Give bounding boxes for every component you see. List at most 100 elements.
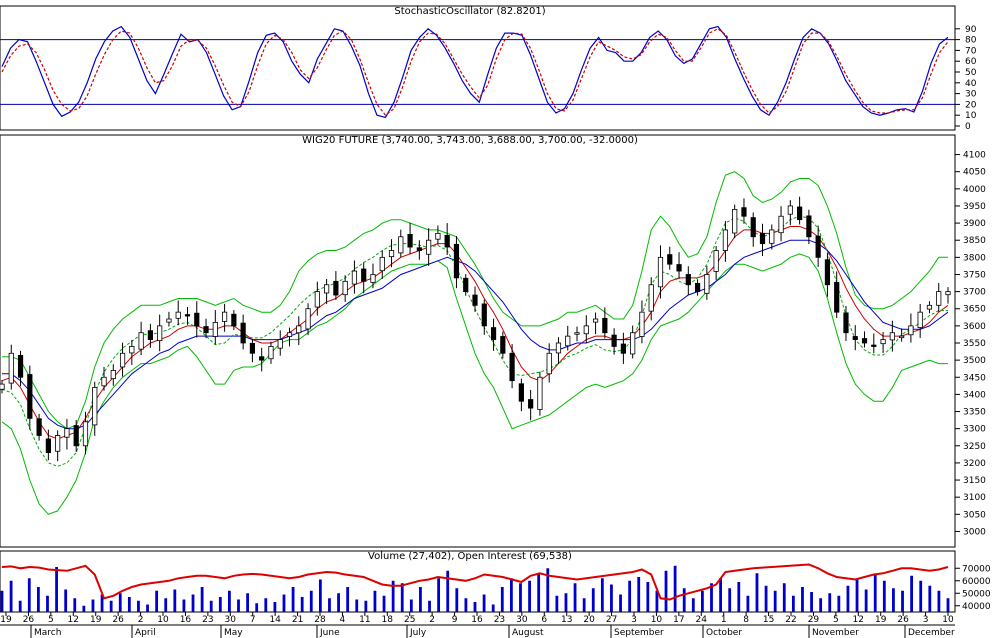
x-day-label: 24: [696, 615, 708, 625]
volume-bar: [100, 594, 104, 612]
volume-bar: [164, 598, 168, 612]
price-y-tick-label: 3850: [963, 236, 986, 246]
stochastic-y-tick-label: 50: [965, 68, 977, 78]
x-day-label: 16: [471, 615, 483, 625]
stochastic-y-tick-label: 60: [965, 57, 977, 67]
volume-bar: [537, 573, 541, 612]
volume-bar: [546, 568, 550, 612]
x-month-label: August: [512, 628, 544, 638]
volume-bar: [9, 580, 13, 612]
x-day-label: 3: [923, 615, 929, 625]
stochastic-line-k: [1, 25, 949, 119]
stochastic-y-tick-label: 10: [965, 111, 977, 121]
volume-bar: [200, 587, 204, 612]
volume-bar: [819, 598, 823, 612]
volume-bar: [500, 587, 504, 612]
candle-body: [815, 235, 821, 258]
candle-body: [55, 435, 61, 452]
volume-bar: [528, 580, 531, 612]
x-month-label: June: [319, 628, 340, 638]
price-y-tick-label: 3350: [963, 408, 986, 418]
volume-bar: [118, 593, 122, 612]
candle-body: [314, 291, 320, 308]
volume-bar: [919, 580, 923, 612]
volume-bar: [255, 603, 259, 612]
volume-bar: [637, 577, 641, 612]
x-day-label: 23: [202, 615, 213, 625]
candle-body: [463, 277, 469, 293]
candle-body: [351, 270, 358, 285]
candle-body: [8, 352, 14, 384]
candle-body: [175, 311, 181, 319]
volume-bar: [755, 573, 759, 612]
candle-body: [36, 418, 42, 436]
candle-body: [379, 256, 385, 272]
candle-body: [750, 217, 756, 238]
candle-body: [249, 342, 256, 354]
volume-bar: [728, 588, 732, 612]
x-day-label: 12: [853, 615, 864, 625]
x-day-label: 23: [494, 615, 505, 625]
volume-bar: [291, 587, 295, 612]
candle-body: [667, 254, 673, 265]
candle-body: [27, 374, 33, 419]
candle-body: [537, 376, 543, 410]
price-y-tick-label: 3950: [963, 202, 986, 212]
price-y-tick-label: 3450: [963, 373, 986, 383]
price-y-tick-label: 3250: [963, 442, 986, 452]
volume-bar: [246, 593, 249, 612]
candle-body: [787, 205, 793, 215]
open-interest-line: [1, 563, 949, 601]
candle-body: [574, 332, 580, 335]
x-day-label: 25: [404, 615, 415, 625]
volume-bar: [137, 600, 140, 612]
candle-body: [407, 233, 413, 248]
price-y-tick-label: 3600: [963, 322, 986, 332]
x-day-label: 8: [743, 615, 749, 625]
stochastic-y-tick-label: 40: [965, 79, 977, 89]
volume-bar: [591, 588, 595, 612]
x-day-label: 28: [314, 615, 326, 625]
volume-bar: [564, 593, 568, 612]
candle-body: [722, 229, 729, 251]
volume-bar: [328, 598, 331, 612]
candle-body: [732, 208, 738, 234]
x-day-label: 5: [48, 615, 54, 625]
candle-body: [101, 376, 107, 387]
price-y-tick-label: 3700: [963, 288, 986, 298]
x-day-label: 30: [225, 615, 237, 625]
x-day-label: 26: [897, 615, 909, 625]
x-day-label: 6: [541, 615, 547, 625]
volume-y-axis: 70000 60000 50000 40000: [955, 564, 991, 612]
x-day-label: 3: [631, 615, 637, 625]
x-day-label: 14: [269, 615, 281, 625]
volume-bar: [419, 587, 422, 612]
volume-y-tick-label: 40000: [962, 602, 991, 612]
x-day-label: 20: [583, 615, 595, 625]
candle-body: [147, 330, 153, 340]
volume-bar: [264, 598, 268, 612]
volume-bar: [82, 605, 86, 612]
candle-body: [0, 383, 5, 390]
candle-body: [546, 352, 552, 375]
volume-bar: [791, 595, 795, 612]
x-day-label: 10: [157, 615, 169, 625]
x-day-label: 29: [808, 615, 820, 625]
candle-body: [657, 256, 664, 288]
volume-bar: [682, 588, 686, 612]
volume-y-tick-label: 50000: [962, 589, 991, 599]
volume-bar: [0, 590, 4, 612]
candle-body: [555, 342, 562, 354]
volume-bar: [55, 567, 58, 612]
candle-body: [834, 281, 840, 313]
price-overlay-ma-fast: [1, 226, 949, 440]
x-month-label: September: [614, 628, 664, 638]
volume-bar: [437, 578, 441, 612]
candle-body: [694, 282, 701, 293]
volume-bar: [300, 597, 304, 612]
volume-bar: [127, 597, 131, 612]
x-day-label: 2: [429, 615, 435, 625]
price-y-tick-label: 3800: [963, 253, 986, 263]
candle-body: [871, 344, 877, 347]
candle-body: [509, 352, 515, 382]
